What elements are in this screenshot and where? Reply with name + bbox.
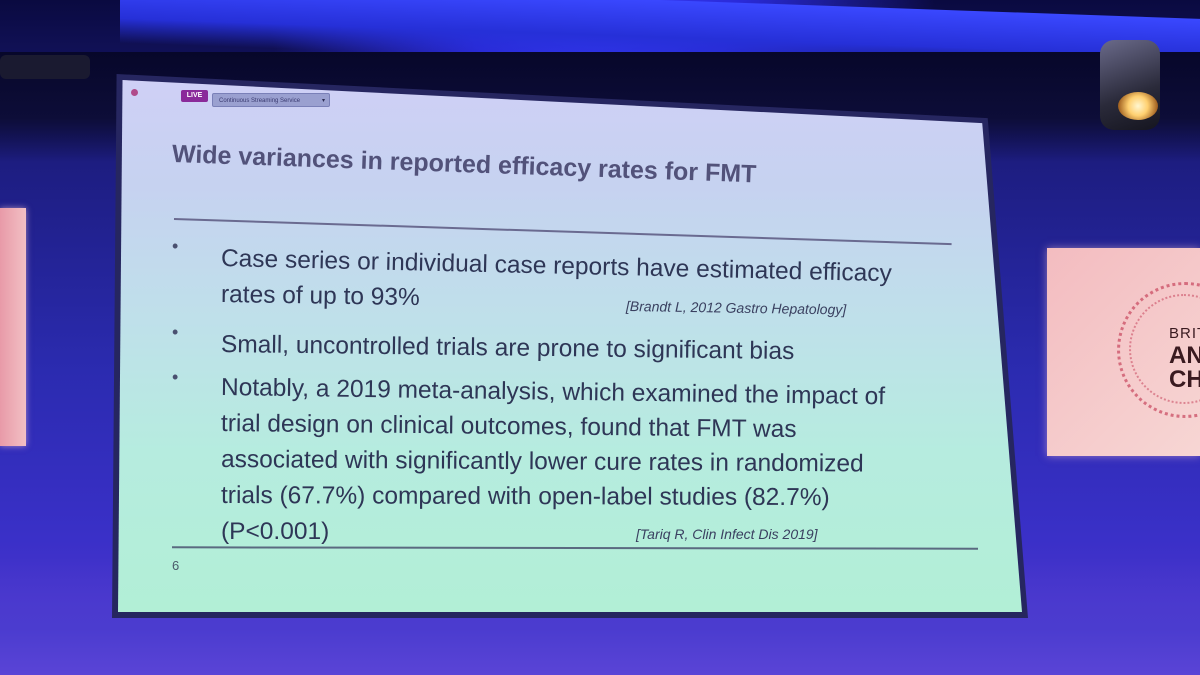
bullet-3-line-5: (P<0.001) [221, 518, 330, 545]
venue-sign-text: BRIT AN CH [1169, 326, 1200, 392]
bullet-3-citation: [Tariq R, Clin Infect Dis 2019] [636, 526, 818, 542]
stream-selector[interactable]: Continuous Streaming Service ▾ [212, 93, 330, 107]
record-dot-icon [131, 89, 138, 96]
side-sign-left [0, 208, 26, 446]
side-sign-right: BRIT AN CH [1047, 248, 1200, 456]
venue-sign-line2: AN [1169, 342, 1200, 369]
bullet-icon: • [172, 367, 179, 387]
slide-page-number: 6 [172, 558, 180, 573]
bullet-3-line-4: trials (67.7%) compared with open-label … [220, 482, 830, 512]
bullet-icon: • [172, 322, 179, 342]
rig-clamp [0, 55, 90, 79]
bullet-1-line-2: rates of up to 93% [220, 281, 421, 312]
spotlight-lens [1118, 92, 1158, 120]
venue-sign-line3: CH [1169, 366, 1200, 393]
chevron-down-icon: ▾ [321, 98, 325, 104]
live-badge: LIVE [181, 90, 208, 102]
venue-sign-line1: BRIT [1169, 325, 1200, 342]
stream-selector-label: Continuous Streaming Service [219, 98, 301, 104]
projection-screen [118, 80, 1022, 612]
bullet-3-line-3: associated with significantly lower cure… [220, 446, 864, 478]
bullet-1-citation: [Brandt L, 2012 Gastro Hepatology] [625, 298, 847, 318]
bullet-icon: • [172, 236, 179, 256]
